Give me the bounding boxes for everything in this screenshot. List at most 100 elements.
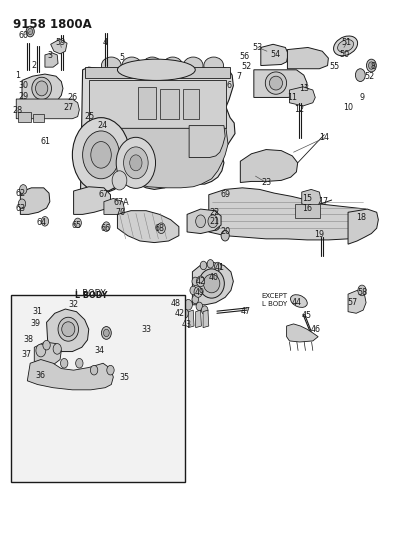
Polygon shape [27, 360, 113, 390]
Text: 68: 68 [155, 224, 165, 233]
Polygon shape [81, 64, 235, 193]
Circle shape [18, 199, 25, 208]
Text: 35: 35 [119, 373, 129, 382]
Text: L BODY: L BODY [262, 301, 287, 306]
Bar [11, 295, 185, 482]
Text: 29: 29 [18, 92, 28, 101]
Polygon shape [21, 188, 50, 214]
Text: 10: 10 [343, 102, 353, 111]
Text: 33: 33 [141, 325, 151, 334]
Polygon shape [188, 310, 194, 328]
Text: 8: 8 [370, 62, 375, 70]
Text: 18: 18 [356, 213, 366, 222]
Text: 15: 15 [302, 194, 312, 203]
Text: 58: 58 [357, 287, 367, 296]
Text: 24: 24 [97, 120, 107, 130]
Text: 17: 17 [319, 197, 328, 206]
Text: 52: 52 [241, 62, 252, 70]
Circle shape [76, 359, 83, 368]
Text: 25: 25 [85, 112, 95, 121]
Text: 20: 20 [220, 228, 230, 237]
Circle shape [124, 147, 148, 179]
Text: 60: 60 [18, 31, 28, 40]
Circle shape [200, 261, 207, 270]
Text: 47: 47 [240, 307, 251, 316]
Text: 44: 44 [291, 298, 301, 307]
Circle shape [90, 366, 98, 375]
Text: 9158 1800A: 9158 1800A [13, 18, 92, 31]
Ellipse shape [183, 57, 203, 74]
Ellipse shape [204, 57, 224, 74]
Circle shape [221, 230, 229, 241]
Ellipse shape [337, 39, 353, 52]
Polygon shape [196, 310, 201, 328]
Ellipse shape [269, 76, 282, 90]
Circle shape [192, 295, 199, 304]
Circle shape [358, 285, 366, 296]
Ellipse shape [58, 317, 79, 341]
Circle shape [192, 277, 199, 286]
Ellipse shape [35, 81, 48, 96]
Circle shape [130, 155, 142, 171]
Text: 37: 37 [21, 350, 31, 359]
Text: 70: 70 [115, 208, 125, 217]
Circle shape [104, 329, 109, 337]
Text: 28: 28 [13, 106, 23, 115]
Polygon shape [261, 44, 288, 66]
Text: 51: 51 [342, 38, 352, 47]
Ellipse shape [291, 295, 307, 308]
Text: 49: 49 [194, 287, 204, 296]
Polygon shape [74, 187, 111, 214]
Polygon shape [209, 188, 366, 240]
Text: 39: 39 [30, 319, 41, 328]
Text: 42: 42 [175, 309, 185, 318]
Text: 34: 34 [95, 346, 105, 355]
Circle shape [91, 142, 111, 168]
Text: 46: 46 [310, 325, 320, 334]
Polygon shape [189, 126, 225, 158]
Circle shape [215, 262, 221, 271]
Text: 5: 5 [119, 53, 124, 62]
Text: 32: 32 [69, 300, 79, 309]
Text: 3: 3 [47, 51, 52, 60]
Bar [183, 90, 199, 119]
Circle shape [207, 260, 214, 268]
Text: 27: 27 [63, 102, 74, 111]
Circle shape [43, 341, 50, 350]
Circle shape [53, 344, 61, 354]
Text: 22: 22 [209, 208, 219, 217]
Circle shape [201, 306, 208, 314]
Circle shape [74, 218, 81, 228]
Text: 61: 61 [41, 136, 51, 146]
Circle shape [196, 215, 206, 228]
Text: 69: 69 [220, 190, 230, 199]
Circle shape [20, 184, 27, 194]
Text: 57: 57 [347, 298, 357, 307]
Polygon shape [192, 262, 233, 305]
Polygon shape [287, 47, 328, 69]
Text: 1: 1 [15, 70, 21, 79]
Ellipse shape [199, 269, 224, 298]
Polygon shape [87, 128, 228, 191]
Text: 43: 43 [182, 320, 192, 329]
Text: 48: 48 [171, 299, 181, 308]
Text: 59: 59 [55, 38, 65, 47]
Text: 54: 54 [270, 50, 280, 59]
Polygon shape [286, 324, 318, 342]
Ellipse shape [118, 59, 195, 80]
Text: 67: 67 [99, 190, 109, 199]
Circle shape [208, 215, 218, 228]
Text: 31: 31 [32, 307, 43, 316]
Text: 26: 26 [67, 93, 77, 102]
Polygon shape [289, 87, 315, 106]
Circle shape [211, 210, 218, 219]
Bar [89, 80, 226, 128]
Circle shape [180, 308, 188, 319]
Circle shape [190, 286, 196, 295]
Circle shape [184, 300, 192, 310]
Ellipse shape [143, 57, 162, 74]
Bar [160, 90, 179, 119]
Polygon shape [203, 310, 209, 328]
Circle shape [36, 344, 46, 357]
Text: L BODY: L BODY [76, 289, 106, 298]
